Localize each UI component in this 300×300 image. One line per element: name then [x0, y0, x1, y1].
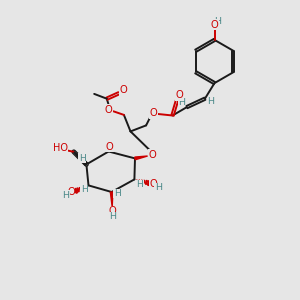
- Polygon shape: [74, 152, 88, 166]
- Text: O: O: [176, 90, 183, 100]
- Text: O: O: [67, 187, 75, 197]
- Text: H: H: [62, 190, 70, 200]
- Text: O: O: [149, 179, 157, 189]
- Text: O: O: [105, 142, 113, 152]
- Text: H: H: [214, 17, 222, 26]
- Polygon shape: [135, 156, 148, 160]
- Polygon shape: [110, 192, 113, 207]
- Text: O: O: [105, 105, 112, 115]
- Text: O: O: [211, 20, 218, 30]
- Text: H: H: [109, 212, 116, 221]
- Text: O: O: [148, 149, 156, 160]
- Text: HO: HO: [53, 143, 68, 153]
- Text: H: H: [155, 183, 162, 192]
- Text: H: H: [207, 97, 214, 106]
- Text: H: H: [81, 185, 87, 194]
- Text: H: H: [178, 98, 185, 107]
- Text: H: H: [114, 189, 120, 198]
- Text: H: H: [136, 180, 143, 189]
- Text: O: O: [119, 85, 127, 95]
- Text: O: O: [108, 206, 116, 217]
- Text: H: H: [79, 154, 86, 163]
- Text: O: O: [149, 108, 157, 118]
